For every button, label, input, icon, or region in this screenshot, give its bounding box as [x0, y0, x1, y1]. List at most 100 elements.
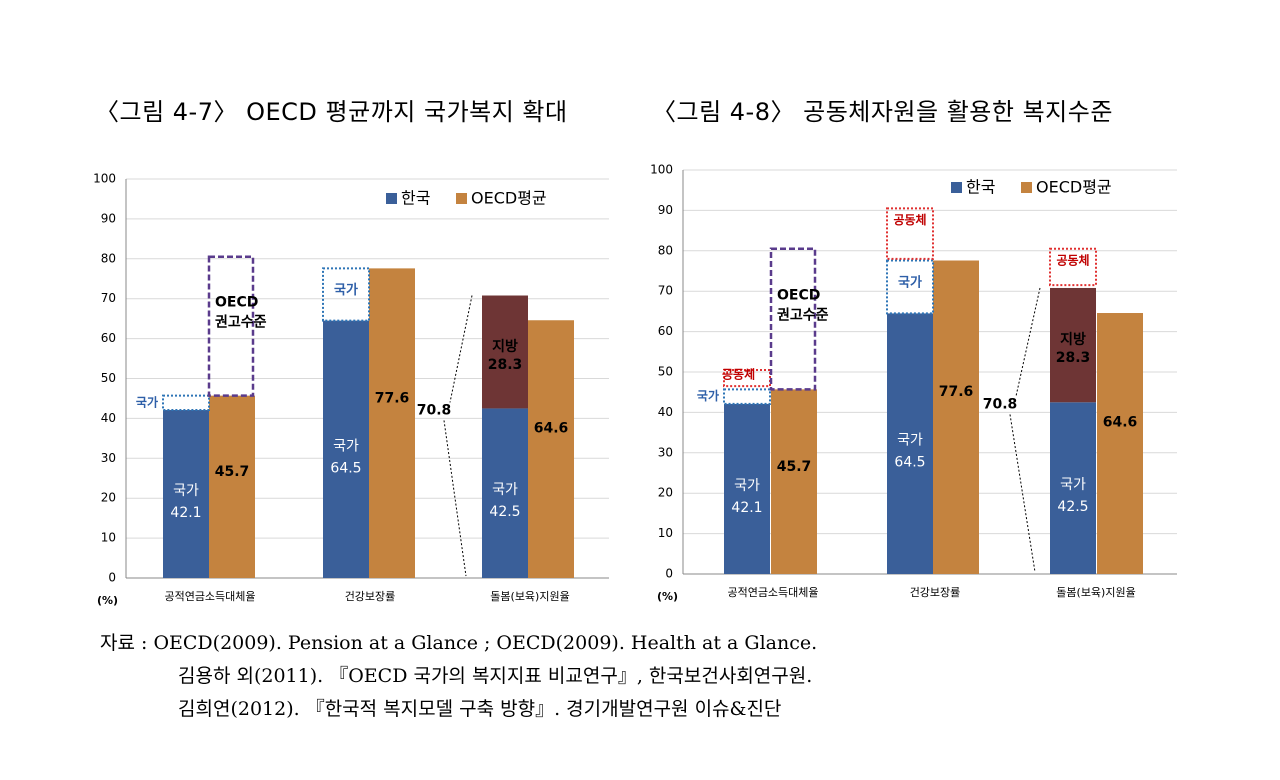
callout-leader-top — [449, 295, 473, 403]
recommend-box — [207, 255, 255, 397]
source-line-1: 자료 : OECD(2009). Pension at a Glance ; O… — [100, 632, 818, 654]
legend-swatch — [1021, 182, 1032, 193]
bar-data-label: 42.5 — [1057, 499, 1088, 515]
state-box — [162, 394, 210, 412]
bar-data-label: 국가 — [173, 483, 199, 499]
bar-data-label: 45.7 — [215, 464, 250, 480]
y-tick-label: 30 — [101, 451, 116, 465]
legend-label: OECD평균 — [1036, 178, 1112, 197]
state-box — [322, 267, 370, 322]
y-tick-label: 0 — [108, 571, 116, 585]
bar-oecd — [1097, 313, 1143, 574]
bar-data-label: 42.1 — [731, 500, 762, 516]
legend-label: 한국 — [401, 189, 430, 208]
bar-korea — [323, 320, 369, 578]
bar-korea — [1050, 402, 1096, 574]
unit-label: (%) — [657, 590, 678, 603]
community-box-label: 공동체 — [1056, 252, 1089, 267]
local-segment-label: 지방 — [492, 338, 518, 355]
y-tick-label: 50 — [101, 371, 116, 385]
bar-oecd — [528, 320, 574, 578]
bar-data-label: 42.1 — [170, 505, 201, 521]
bar-oecd — [209, 395, 255, 578]
y-tick-label: 80 — [658, 243, 673, 257]
y-tick-label: 10 — [658, 526, 673, 540]
bar-data-label: 국가 — [1060, 477, 1086, 493]
recommend-box — [769, 247, 817, 391]
y-tick-label: 80 — [101, 251, 116, 265]
legend-swatch — [386, 193, 397, 204]
recommend-box-label: 권고수준 — [777, 307, 829, 323]
bar-korea — [163, 410, 209, 578]
community-box-label: 공동체 — [893, 212, 926, 227]
callout-leader-bottom — [1009, 414, 1036, 573]
state-box-label: 국가 — [697, 388, 719, 403]
bar-local-segment — [1050, 287, 1096, 403]
x-category-label: 돌봄(보육)지원율 — [1056, 586, 1135, 599]
bar-data-label: 77.6 — [939, 384, 974, 400]
y-tick-label: 50 — [658, 365, 673, 379]
chart-title-left: 〈그림 4-7〉 OECD 평균까지 국가복지 확대 — [95, 98, 568, 126]
y-tick-label: 40 — [101, 411, 116, 425]
recommend-box-label: 권고수준 — [215, 315, 267, 331]
local-segment-label: 28.3 — [488, 357, 523, 373]
bar-oecd — [771, 389, 817, 574]
total-callout: 70.8 — [417, 402, 452, 418]
y-tick-label: 40 — [658, 405, 673, 419]
state-box-label: 국가 — [898, 275, 922, 290]
bar-korea — [724, 403, 770, 574]
community-box — [1049, 247, 1097, 287]
y-tick-label: 20 — [658, 486, 673, 500]
state-box — [886, 259, 934, 315]
x-category-label: 공적연금소득대체율 — [164, 590, 255, 603]
bar-data-label: 국가 — [333, 438, 359, 454]
local-segment-label: 지방 — [1060, 331, 1086, 348]
local-segment-label: 28.3 — [1056, 350, 1091, 366]
y-tick-label: 90 — [658, 203, 673, 217]
bar-data-label: 64.5 — [330, 460, 361, 476]
bar-data-label: 64.6 — [1103, 415, 1138, 431]
bar-korea — [887, 313, 933, 574]
community-box-label: 공동체 — [722, 367, 755, 382]
bar-data-label: 국가 — [897, 433, 923, 449]
bar-data-label: 42.5 — [489, 504, 520, 520]
state-box-label: 국가 — [136, 394, 158, 409]
x-category-label: 건강보장률 — [910, 586, 961, 599]
bar-data-label: 64.6 — [534, 421, 569, 437]
x-category-label: 건강보장률 — [345, 590, 396, 603]
recommend-box-label: OECD — [215, 295, 258, 311]
bar-data-label: 국가 — [492, 482, 518, 498]
source-line-2: 김용하 외(2011). 『OECD 국가의 복지지표 비교연구』, 한국보건사… — [178, 665, 813, 687]
y-tick-label: 10 — [101, 531, 116, 545]
community-box — [723, 368, 771, 388]
y-tick-label: 60 — [101, 331, 116, 345]
y-tick-label: 0 — [665, 567, 673, 581]
y-tick-label: 60 — [658, 324, 673, 338]
bar-oecd — [933, 260, 979, 574]
recommend-box-label: OECD — [777, 287, 820, 303]
y-tick-label: 30 — [658, 445, 673, 459]
bar-oecd — [369, 268, 415, 578]
y-tick-label: 70 — [658, 284, 673, 298]
state-box-label: 국가 — [334, 283, 358, 298]
legend-label: OECD평균 — [471, 189, 547, 208]
y-tick-label: 90 — [101, 211, 116, 225]
bar-korea — [482, 408, 528, 578]
source-line-3: 김희연(2012). 『한국적 복지모델 구축 방향』. 경기개발연구원 이슈&… — [178, 698, 782, 720]
legend-label: 한국 — [966, 178, 995, 197]
callout-leader-top — [1015, 287, 1041, 397]
x-category-label: 공적연금소득대체율 — [727, 586, 818, 599]
bar-data-label: 64.5 — [894, 455, 925, 471]
y-tick-label: 20 — [101, 491, 116, 505]
bar-data-label: 45.7 — [777, 459, 812, 475]
bar-local-segment — [482, 295, 528, 409]
y-tick-label: 100 — [93, 172, 116, 186]
y-tick-label: 100 — [650, 163, 673, 177]
chart-title-right: 〈그림 4-8〉 공동체자원을 활용한 복지수준 — [652, 98, 1113, 126]
x-category-label: 돌봄(보육)지원율 — [490, 590, 569, 603]
y-tick-label: 70 — [101, 291, 116, 305]
unit-label: (%) — [97, 594, 118, 607]
total-callout: 70.8 — [983, 396, 1018, 412]
bar-data-label: 77.6 — [375, 390, 410, 406]
